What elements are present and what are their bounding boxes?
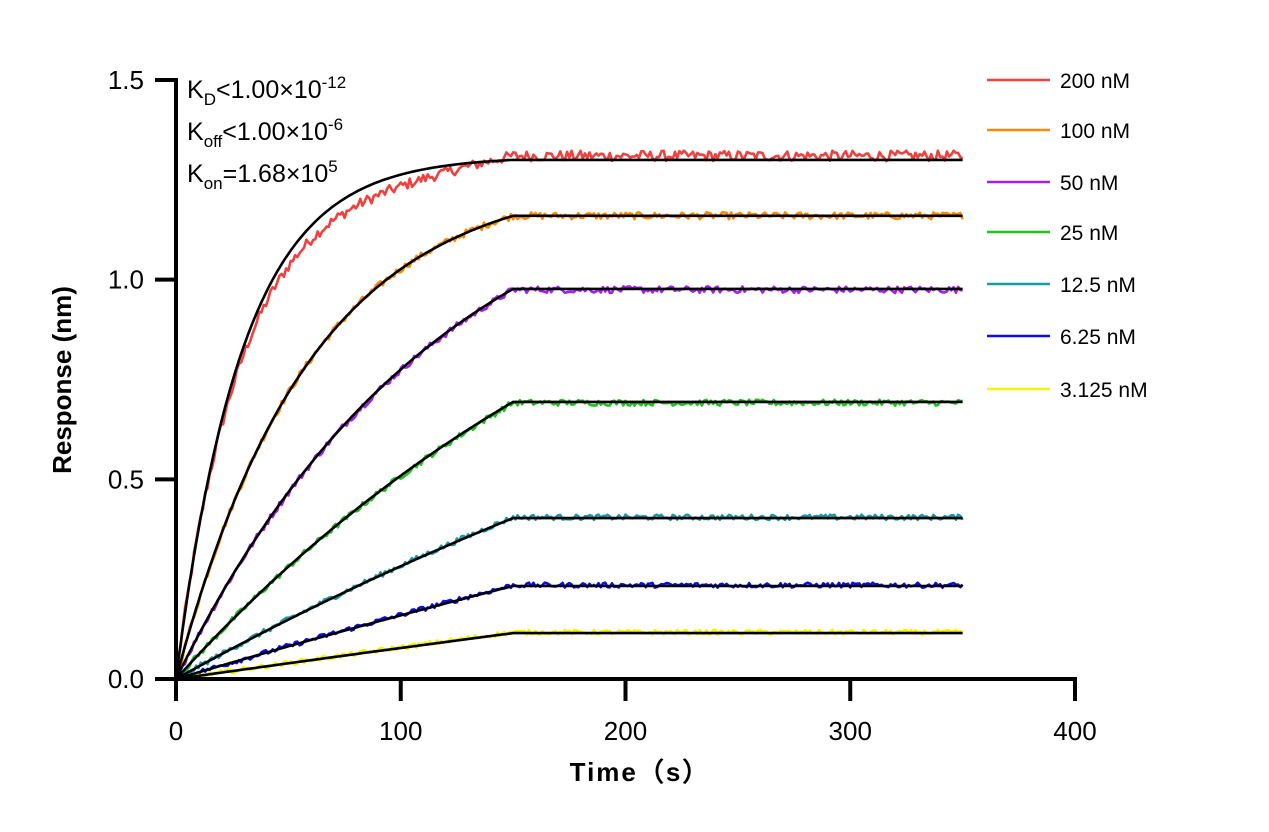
koff-annotation: Koff<1.00×10-6 bbox=[187, 115, 343, 151]
x-tick-label: 300 bbox=[829, 716, 872, 746]
x-tick-label: 200 bbox=[604, 716, 647, 746]
data-curve-3.125-nM bbox=[176, 628, 964, 681]
data-curve-200-nM bbox=[174, 149, 964, 680]
y-tick-label: 1.0 bbox=[108, 265, 144, 295]
legend-label: 3.125 nM bbox=[1060, 379, 1148, 402]
fit-curve-100-nM bbox=[174, 214, 963, 680]
legend-item: 25 nM bbox=[987, 222, 1118, 245]
data-curve-25-nM bbox=[176, 398, 963, 681]
legend-label: 100 nM bbox=[1060, 120, 1130, 143]
legend-label: 12.5 nM bbox=[1060, 274, 1136, 297]
legend-item: 12.5 nM bbox=[987, 274, 1136, 297]
y-tick-label: 1.5 bbox=[108, 65, 144, 95]
x-tick-label: 100 bbox=[379, 716, 422, 746]
x-tick-label: 400 bbox=[1053, 716, 1096, 746]
plot-area bbox=[174, 149, 964, 681]
y-tick-label: 0.0 bbox=[108, 664, 144, 694]
y-tick-label: 0.5 bbox=[108, 464, 144, 494]
legend-label: 25 nM bbox=[1060, 222, 1118, 245]
fit-curve-6.25-nM bbox=[175, 584, 963, 681]
data-curve-12.5-nM bbox=[174, 513, 964, 680]
fit-curve-200-nM bbox=[174, 158, 963, 680]
legend-label: 6.25 nM bbox=[1060, 326, 1136, 349]
legend-item: 3.125 nM bbox=[987, 379, 1148, 402]
fit-curve-50-nM bbox=[174, 287, 963, 680]
x-axis-label: Time（s） bbox=[570, 757, 711, 787]
x-tick-label: 0 bbox=[169, 716, 183, 746]
data-curve-6.25-nM bbox=[176, 581, 964, 681]
fit-curve-3.125-nM bbox=[175, 631, 963, 681]
legend-item: 50 nM bbox=[987, 172, 1118, 195]
ticks: 0 100 200 300 400 0.0 0.5 1.0 1.5 bbox=[108, 65, 1097, 746]
legend-item: 6.25 nM bbox=[987, 326, 1136, 349]
kd-annotation: KD<1.00×10-12 bbox=[187, 73, 346, 109]
legend-label: 200 nM bbox=[1060, 70, 1130, 93]
legend-item: 200 nM bbox=[987, 70, 1130, 93]
legend: 200 nM 100 nM 50 nM 25 nM 12.5 nM 6.25 nM 3.12… bbox=[987, 70, 1148, 402]
legend-label: 50 nM bbox=[1060, 172, 1118, 195]
kon-annotation: Kon=1.68×105 bbox=[187, 157, 338, 193]
legend-item: 100 nM bbox=[987, 120, 1130, 143]
y-axis-label: Response (nm) bbox=[47, 286, 77, 474]
kinetic-constants: KD<1.00×10-12 Koff<1.00×10-6 Kon=1.68×10… bbox=[187, 73, 346, 193]
fit-curve-12.5-nM bbox=[175, 516, 963, 681]
fit-curve-25-nM bbox=[175, 400, 963, 680]
data-curve-100-nM bbox=[174, 211, 964, 680]
